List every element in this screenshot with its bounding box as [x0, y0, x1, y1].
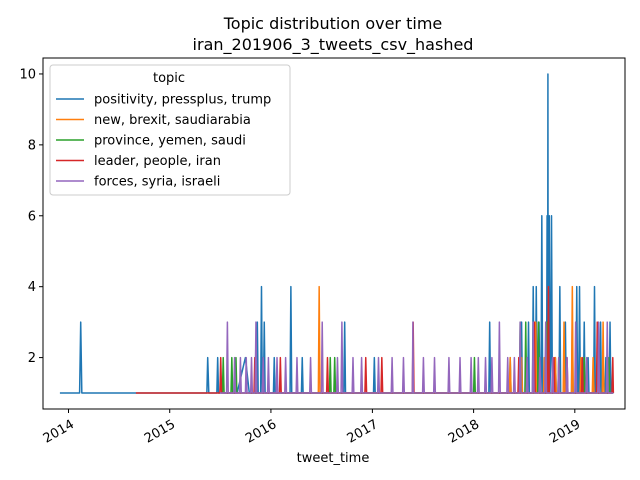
x-tick-label: 2016 — [243, 417, 279, 447]
chart-title: Topic distribution over time — [223, 14, 443, 33]
x-tick-label: 2014 — [41, 417, 77, 447]
x-tick-label: 2015 — [142, 417, 178, 447]
legend-label-2: new, brexit, saudiarabia — [94, 113, 251, 128]
y-tick-label: 4 — [28, 280, 36, 295]
legend-label-3: province, yemen, saudi — [94, 134, 246, 149]
x-tick-label: 2019 — [547, 417, 583, 447]
y-tick-label: 6 — [28, 209, 36, 224]
y-axis: 2 4 6 8 10 — [19, 67, 43, 366]
plot-area-frame — [42, 57, 626, 410]
x-tick-label: 2018 — [446, 417, 482, 447]
series-line-5 — [219, 321, 614, 394]
y-tick-label: 8 — [28, 138, 36, 153]
y-tick-label: 2 — [28, 351, 36, 366]
legend: topic positivity, pressplus, trump new, b… — [49, 64, 291, 196]
y-tick-label: 10 — [19, 67, 36, 82]
legend-title: topic — [153, 71, 185, 86]
x-axis-label: tweet_time — [297, 451, 370, 466]
legend-label-1: positivity, pressplus, trump — [94, 93, 271, 108]
legend-label-5: forces, syria, israeli — [94, 175, 220, 190]
legend-label-4: leader, people, iran — [94, 154, 221, 169]
chart-subtitle: iran_201906_3_tweets_csv_hashed — [193, 35, 474, 55]
x-axis: 2014 2015 2016 2017 2018 2019 — [41, 409, 583, 447]
series-layer — [59, 73, 615, 394]
legend-frame — [49, 64, 291, 196]
x-tick-label: 2017 — [345, 417, 381, 447]
